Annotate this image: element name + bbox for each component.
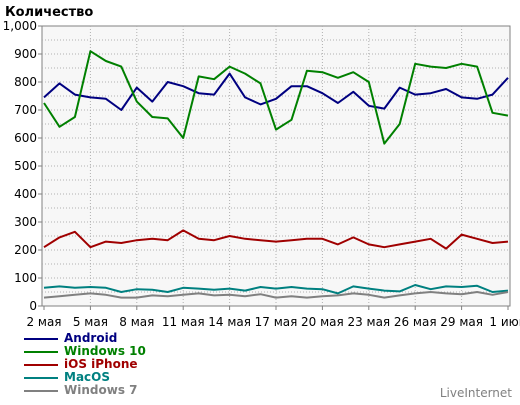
- x-tick-label: 29 мая: [440, 315, 483, 329]
- series-line: [43, 291, 509, 299]
- y-tick-label: 800: [14, 75, 37, 89]
- series-group: [43, 50, 509, 299]
- y-tick-label: 900: [14, 47, 37, 61]
- legend-swatch: [24, 351, 58, 353]
- legend-swatch: [24, 390, 58, 392]
- legend-label: Windows 10: [64, 344, 146, 358]
- series-line: [43, 50, 509, 145]
- x-tick-label: 14 мая: [208, 315, 251, 329]
- series-line: [43, 284, 509, 295]
- y-axis: 0 100 200 300 400 500 600 700 800 900 1,000: [3, 19, 42, 313]
- legend-swatch: [24, 377, 58, 379]
- x-tick-label: 17 мая: [255, 315, 298, 329]
- x-tick-label: 26 мая: [394, 315, 437, 329]
- x-axis: 2 мая 5 мая 8 мая 11 мая 14 мая 17 мая 20 мая 2…: [26, 306, 520, 329]
- legend-label: Android: [64, 331, 118, 345]
- y-tick-label: 0: [29, 299, 37, 313]
- x-tick-label: 20 мая: [301, 315, 344, 329]
- series-line: [43, 229, 509, 250]
- x-tick-label: 23 мая: [347, 315, 390, 329]
- y-tick-label: 200: [14, 243, 37, 257]
- y-tick-label: 700: [14, 103, 37, 117]
- x-tick-label: 8 мая: [119, 315, 154, 329]
- y-tick-label: 400: [14, 187, 37, 201]
- legend-label: iOS iPhone: [64, 357, 138, 371]
- y-tick-label: 500: [14, 159, 37, 173]
- legend-label: Windows 7: [64, 383, 138, 397]
- y-tick-label: 600: [14, 131, 37, 145]
- x-tick-label: 1 июн: [489, 315, 520, 329]
- x-tick-label: 11 мая: [162, 315, 205, 329]
- y-tick-label: 1,000: [3, 19, 37, 33]
- x-tick-label: 2 мая: [26, 315, 61, 329]
- series-line: [43, 72, 509, 111]
- y-tick-label: 100: [14, 271, 37, 285]
- x-tick-label: 5 мая: [73, 315, 108, 329]
- credit-label: LiveInternet: [439, 386, 512, 400]
- legend-swatch: [24, 364, 58, 366]
- grid: [42, 26, 510, 306]
- y-tick-label: 300: [14, 215, 37, 229]
- chart-title: Количество: [5, 5, 93, 20]
- legend-swatch: [24, 338, 58, 340]
- legend-label: MacOS: [64, 370, 110, 384]
